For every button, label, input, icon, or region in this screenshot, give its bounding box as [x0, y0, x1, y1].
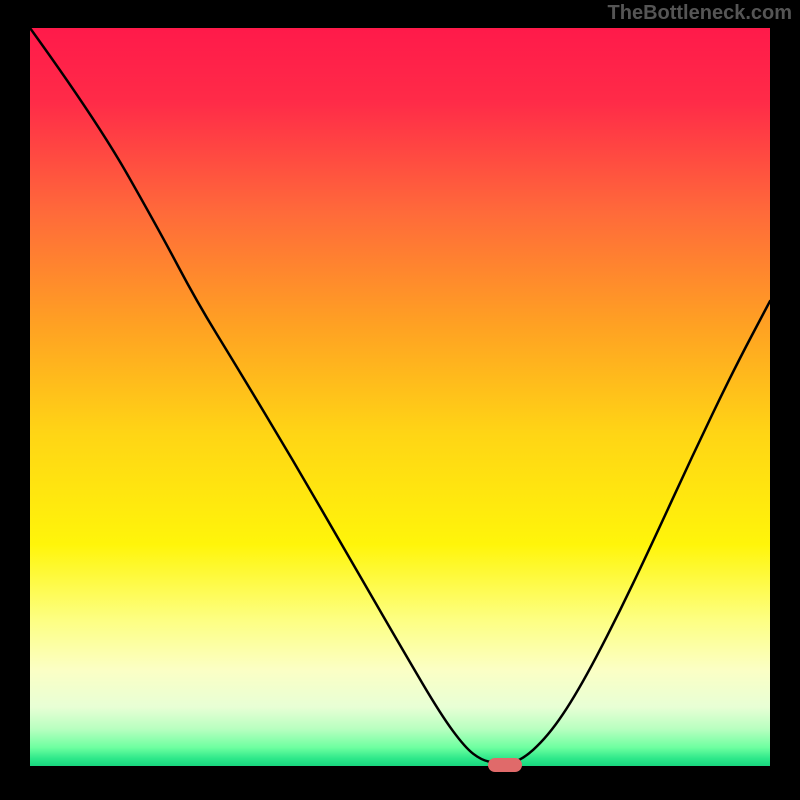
- watermark-text: TheBottleneck.com: [608, 2, 792, 25]
- plot-area: [30, 28, 770, 766]
- curve-line: [30, 28, 770, 766]
- min-marker: [488, 758, 522, 772]
